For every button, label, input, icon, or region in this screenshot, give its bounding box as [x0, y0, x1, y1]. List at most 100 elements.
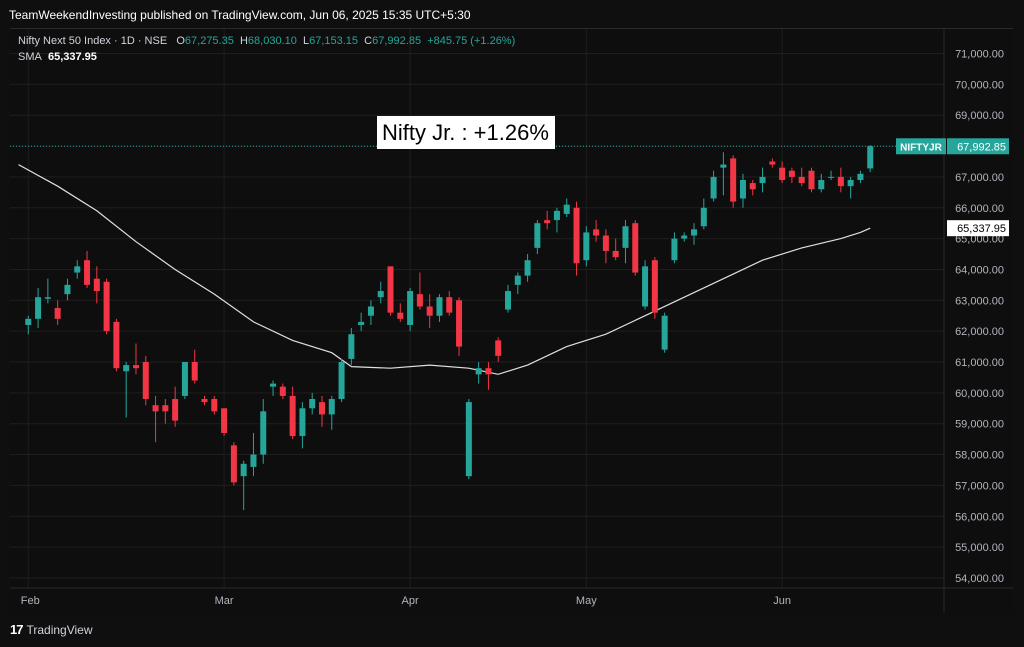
candle-body	[426, 306, 433, 316]
candle-body	[553, 210, 560, 221]
candle-up	[622, 220, 629, 264]
candle-body	[661, 315, 668, 350]
y-tick-label: 67,000.00	[955, 172, 1004, 184]
candle-down	[279, 383, 286, 400]
candle-body	[505, 291, 511, 310]
y-tick-label: 65,000.00	[955, 234, 1004, 246]
candle-body	[867, 146, 874, 169]
candle-body	[583, 232, 590, 261]
candle-body	[779, 167, 786, 180]
candle-body	[465, 402, 472, 477]
candle-body	[837, 176, 844, 187]
low-value: 67,153.15	[309, 35, 359, 47]
candle-down	[612, 238, 619, 261]
candle-up	[671, 232, 678, 264]
candle-body	[691, 229, 698, 236]
y-tick-label: 64,000.00	[955, 264, 1004, 276]
candle-body	[348, 334, 355, 359]
candle-up	[691, 223, 698, 245]
candle-body	[612, 250, 619, 258]
x-tick-label: Apr	[402, 595, 419, 607]
candle-up	[847, 176, 854, 199]
last-price-value: 67,992.85	[957, 141, 1006, 153]
candle-up	[514, 272, 521, 295]
candle-body	[64, 284, 71, 295]
publish-line: TeamWeekendInvesting published on Tradin…	[9, 8, 471, 22]
sma-value: 65,337.95	[47, 51, 97, 63]
sma-price-bg	[947, 220, 1009, 237]
candle-down	[730, 155, 737, 208]
candle-body	[397, 312, 404, 319]
candle-up	[358, 312, 365, 332]
candle-down	[289, 386, 296, 440]
candle-body	[475, 368, 482, 375]
y-tick-label: 55,000.00	[955, 542, 1004, 554]
candle-body	[602, 235, 609, 251]
candle-body	[318, 402, 325, 415]
candle-body	[358, 321, 365, 325]
candle-body	[416, 294, 423, 307]
y-tick-label: 60,000.00	[955, 388, 1004, 400]
candle-down	[632, 220, 639, 276]
candle-up	[74, 260, 81, 279]
candle-up	[367, 300, 374, 325]
candle-body	[132, 365, 139, 369]
sma-price-value: 65,337.95	[957, 223, 1006, 235]
candle-body	[622, 226, 629, 248]
candle-body	[828, 176, 835, 178]
candle-up	[44, 278, 51, 304]
candle-body	[328, 399, 335, 415]
candle-body	[240, 463, 247, 477]
candle-down	[837, 167, 844, 193]
candle-up	[309, 392, 316, 415]
candle-down	[201, 395, 208, 406]
candle-up	[534, 220, 541, 255]
y-tick-label: 56,000.00	[955, 511, 1004, 523]
candle-down	[230, 442, 237, 486]
candle-body	[651, 260, 658, 313]
candle-body	[230, 445, 237, 483]
close-value: 67,992.85	[372, 35, 422, 47]
last-price-value-bg	[947, 138, 1009, 155]
candle-up	[857, 170, 864, 184]
y-tick-label: 66,000.00	[955, 203, 1004, 215]
y-tick-label: 58,000.00	[955, 450, 1004, 462]
y-tick-label: 62,000.00	[955, 326, 1004, 338]
candle-down	[93, 266, 100, 304]
candle-down	[495, 337, 502, 362]
candle-up	[867, 145, 874, 173]
candle-body	[759, 176, 766, 184]
candle-body	[798, 176, 805, 184]
candle-body	[54, 308, 61, 319]
candle-down	[113, 318, 120, 372]
candle-body	[211, 399, 218, 412]
candle-body	[279, 386, 286, 396]
annotation-label[interactable]: Nifty Jr. : +1.26%	[377, 116, 555, 149]
candle-down	[318, 395, 325, 427]
candle-body	[671, 238, 678, 261]
candle-down	[808, 167, 815, 193]
candle-body	[25, 318, 32, 325]
candle-body	[847, 179, 854, 187]
candle-down	[162, 399, 169, 424]
candle-body	[377, 291, 384, 298]
candle-up	[250, 432, 257, 477]
candle-body	[152, 405, 159, 412]
candle-body	[534, 223, 541, 248]
footer-brand[interactable]: 17 TradingView	[10, 622, 93, 637]
candle-down	[142, 355, 149, 406]
candle-body	[573, 207, 580, 264]
candle-up	[377, 281, 384, 304]
grid-lines	[10, 29, 944, 588]
candle-down	[798, 167, 805, 187]
candle-down	[132, 343, 139, 375]
candle-down	[749, 179, 756, 196]
candle-body	[495, 340, 502, 356]
low-label: L	[302, 35, 310, 47]
candle-body	[485, 368, 492, 375]
candle-down	[221, 408, 228, 437]
candle-down	[446, 291, 453, 316]
candle-body	[700, 207, 707, 227]
